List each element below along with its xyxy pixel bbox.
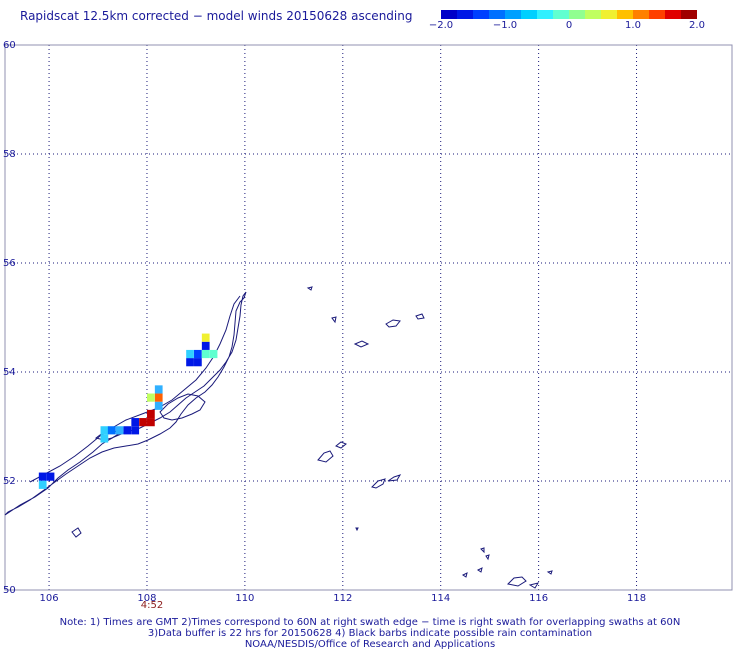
map-title: Rapidscat 12.5km corrected − model winds… xyxy=(20,9,413,23)
color-scale-segment xyxy=(489,10,505,19)
wind-cell xyxy=(154,393,163,402)
wind-cell xyxy=(194,358,202,367)
wind-cell xyxy=(100,426,109,435)
wind-cell xyxy=(194,349,202,359)
wind-cell xyxy=(107,426,116,435)
x-tick-label: 110 xyxy=(235,593,254,604)
small-lake-17 xyxy=(528,582,540,589)
small-lake-1 xyxy=(71,527,82,538)
wind-cell xyxy=(186,349,194,359)
x-tick-label: 116 xyxy=(529,593,548,604)
color-scale-segment xyxy=(569,10,585,19)
note-line-2: 3)Data buffer is 22 hrs for 20150628 4) … xyxy=(147,628,593,639)
wind-cell xyxy=(201,333,210,342)
small-lake-15 xyxy=(485,554,490,561)
wind-cell xyxy=(46,472,55,481)
wind-cell xyxy=(123,426,132,435)
wind-cell xyxy=(154,401,163,410)
small-lake-10 xyxy=(387,474,402,482)
wind-cells xyxy=(38,333,218,489)
color-scale-segment xyxy=(473,10,489,19)
wind-cell xyxy=(115,426,124,435)
small-lake-4 xyxy=(353,340,370,348)
coastline xyxy=(4,286,553,589)
small-lake-12 xyxy=(462,572,468,578)
wind-cell xyxy=(38,480,47,489)
small-lake-16 xyxy=(506,576,527,587)
note-line-3: NOAA/NESDIS/Office of Research and Appli… xyxy=(244,639,496,650)
swath-time-label: 4:52 xyxy=(141,600,163,611)
small-lake-13 xyxy=(477,567,483,573)
x-tick-label: 112 xyxy=(333,593,352,604)
note-line-1: Note: 1) Times are GMT 2)Times correspon… xyxy=(59,617,681,628)
wind-cell xyxy=(100,434,109,443)
wind-cell xyxy=(147,393,155,402)
small-lake-8 xyxy=(335,441,347,449)
x-tick-label: 108 xyxy=(137,593,156,604)
y-tick-label: 60 xyxy=(3,40,16,51)
small-lake-7 xyxy=(317,450,334,463)
wind-cell xyxy=(147,409,155,419)
color-scale-segment xyxy=(601,10,617,19)
y-tick-label: 58 xyxy=(3,149,16,160)
color-scale-segment xyxy=(505,10,521,19)
peninsula-outline xyxy=(159,393,206,421)
color-scale-segment xyxy=(441,10,457,19)
color-scale-label: −1.0 xyxy=(492,20,518,31)
small-lake-18 xyxy=(546,570,553,575)
map-border xyxy=(4,44,733,591)
small-lake-2 xyxy=(306,286,313,291)
x-tick-label: 106 xyxy=(40,593,59,604)
color-scale-label: 1.0 xyxy=(625,20,641,31)
small-lake-9 xyxy=(371,478,386,489)
lat-lon-grid xyxy=(5,44,732,591)
small-lake-5 xyxy=(385,319,401,328)
y-tick-label: 50 xyxy=(3,585,16,596)
map-frame xyxy=(4,44,733,591)
wind-cell xyxy=(38,472,47,481)
wind-cell xyxy=(209,349,218,359)
small-lake-6 xyxy=(415,313,425,320)
color-scale-segment xyxy=(633,10,649,19)
x-tick-label: 118 xyxy=(627,593,646,604)
wind-cell xyxy=(154,385,163,394)
wind-cell xyxy=(131,418,140,427)
color-scale-bar xyxy=(441,10,697,19)
color-scale-segment xyxy=(649,10,665,19)
axis-ticks: 106 108 110 112 114 116 118 50 52 54 56 58 60 xyxy=(3,40,646,604)
color-scale-segment xyxy=(617,10,633,19)
wind-cell xyxy=(201,341,210,350)
y-tick-label: 54 xyxy=(3,367,16,378)
color-scale-label: −2.0 xyxy=(428,20,454,31)
color-scale-label: 0 xyxy=(565,20,573,31)
y-tick-label: 52 xyxy=(3,476,16,487)
color-scale-segment xyxy=(665,10,681,19)
small-lake-14 xyxy=(480,547,485,554)
wind-cell xyxy=(147,418,155,427)
color-scale-segment xyxy=(553,10,569,19)
x-tick-label: 114 xyxy=(431,593,450,604)
wind-cell xyxy=(131,426,140,435)
color-scale-label: 2.0 xyxy=(689,20,705,31)
y-tick-label: 56 xyxy=(3,258,16,269)
color-scale-segment xyxy=(585,10,601,19)
color-scale-segment xyxy=(457,10,473,19)
small-lake-11 xyxy=(355,527,359,532)
color-scale-segment xyxy=(681,10,697,19)
wind-cell xyxy=(201,349,210,359)
lake-inner-shore xyxy=(29,295,241,483)
color-scale-segment xyxy=(537,10,553,19)
small-lake-3 xyxy=(331,316,337,324)
wind-cell xyxy=(139,418,147,427)
wind-cell xyxy=(186,358,194,367)
color-scale-segment xyxy=(521,10,537,19)
